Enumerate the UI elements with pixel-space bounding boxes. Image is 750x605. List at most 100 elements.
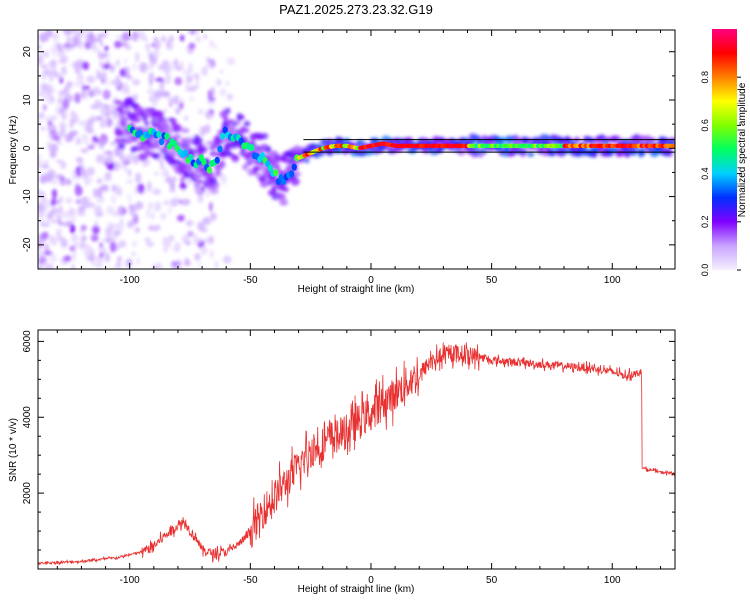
spectral-blob (207, 96, 216, 103)
spectral-blob (209, 212, 217, 221)
spectral-blob (100, 185, 109, 193)
spectral-blob (94, 37, 103, 42)
spectral-blob (185, 75, 193, 82)
spectral-blob (49, 234, 55, 245)
spectral-blob (216, 78, 222, 86)
spectral-blob (102, 149, 111, 157)
spectral-blob (39, 174, 48, 184)
ridge-cell (158, 138, 165, 146)
spectral-blob (110, 233, 118, 241)
spectral-blob (69, 118, 76, 124)
colorbar: 0.0 0.2 0.4 0.6 0.8 Normalized spectral ampl… (700, 29, 748, 276)
spectral-blob (219, 88, 227, 97)
spectral-blob (197, 262, 203, 267)
spectral-blob (41, 90, 50, 101)
spectral-blob (136, 183, 145, 194)
spectral-blob (282, 186, 289, 193)
spectral-blob (148, 72, 155, 84)
spectral-blob (41, 164, 50, 169)
spectral-blob (233, 119, 242, 126)
spectral-blob (65, 94, 74, 100)
spectral-blob (61, 210, 71, 219)
spectral-blob (201, 66, 209, 77)
spectral-blob (163, 199, 170, 206)
spectral-blob (134, 172, 142, 184)
spectral-blob (78, 156, 82, 168)
ridge-cell (671, 143, 675, 149)
spectral-blob (126, 220, 135, 229)
spectral-blob (159, 159, 164, 171)
spectral-blob (47, 88, 56, 94)
spectral-blob (127, 168, 132, 177)
spectral-blob (172, 262, 176, 269)
snr-x-axis: -100 -50 0 50 100 (56, 330, 662, 586)
spectral-blob (155, 110, 165, 117)
spectral-blob (89, 140, 98, 147)
spectral-blob (80, 225, 86, 234)
spectral-blob (204, 237, 209, 244)
spectral-blob (105, 237, 113, 243)
spectral-blob (137, 153, 148, 161)
spectral-blob (184, 115, 188, 121)
spectral-blob (63, 48, 72, 53)
spectral-blob (176, 214, 185, 222)
spectral-blob (304, 158, 310, 164)
spectral-blob (97, 247, 102, 254)
spectral-blob (58, 90, 65, 97)
spectral-blob (80, 166, 86, 176)
spectral-blob (259, 179, 269, 188)
spectral-blob (265, 145, 272, 153)
spectral-blob (146, 158, 151, 166)
spectral-blob (209, 249, 214, 259)
spectral-blob (61, 49, 65, 57)
spectral-blob (240, 127, 250, 134)
ridge-cell (267, 164, 273, 172)
spectral-blob (44, 69, 52, 76)
spectral-blob (114, 187, 123, 195)
spectral-blob (91, 202, 95, 209)
spectral-blob (38, 203, 43, 212)
spectral-blob (74, 92, 81, 104)
spectral-blob (163, 149, 172, 154)
spectral-blob (208, 201, 213, 212)
spectral-blob (290, 177, 300, 186)
spectral-blob (49, 151, 57, 159)
spectral-blob (174, 241, 181, 253)
snr-x-label: Height of straight line (km) (298, 584, 415, 595)
spectral-blob (185, 82, 190, 93)
spectral-blob (97, 187, 103, 198)
spectral-blob (219, 173, 226, 183)
spectral-blob (136, 257, 140, 265)
spectral-blob (49, 115, 58, 121)
spectral-blob (139, 62, 148, 70)
spectral-blob (103, 30, 109, 39)
spectral-blob (151, 152, 161, 158)
spectral-blob (197, 108, 204, 115)
spectral-blob (109, 64, 115, 73)
spectral-blob (197, 193, 204, 203)
spectral-blob (45, 198, 50, 210)
spectral-blob (135, 51, 140, 63)
spectral-blob (188, 62, 193, 74)
y-tick-label: 6000 (22, 330, 33, 353)
spectral-blob (55, 159, 63, 164)
spectral-blob (82, 242, 87, 248)
spectral-blob (96, 178, 103, 184)
spectral-blob (54, 42, 60, 48)
spectral-blob (242, 163, 248, 171)
spectral-blob (252, 165, 261, 171)
spectral-blob (97, 156, 106, 161)
spectral-blob (48, 253, 58, 264)
spectral-blob (179, 102, 184, 110)
y-tick-label: 4000 (22, 406, 33, 429)
spectral-blob (154, 171, 159, 176)
spectral-blob (194, 174, 203, 179)
spectral-blob (179, 182, 187, 190)
spectral-blob (88, 32, 96, 43)
spectral-blob (63, 221, 73, 227)
spectral-blob (152, 188, 162, 196)
spectral-blob (66, 35, 71, 45)
spectral-blob (70, 223, 76, 234)
spectral-blob (98, 53, 105, 60)
